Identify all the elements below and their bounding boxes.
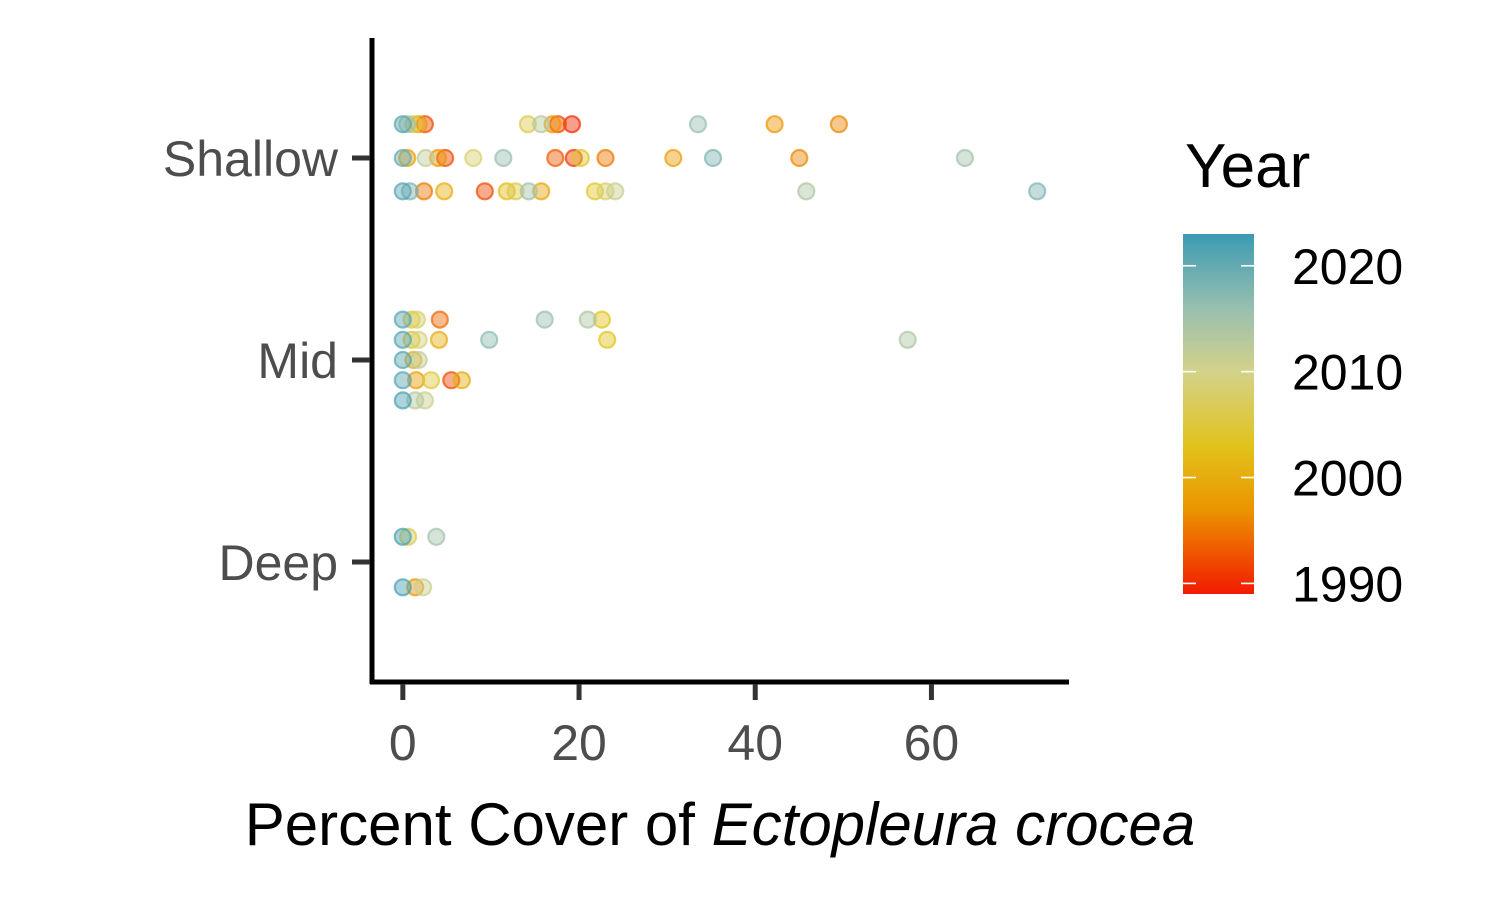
- legend-tick-label: 2000: [1292, 451, 1403, 507]
- data-point: [518, 115, 538, 134]
- legend-ticks: 2020 2010 2000 1990: [1183, 239, 1403, 612]
- legend: Year 2020 2010 2000 1990: [1183, 132, 1403, 612]
- x-tick-label: 20: [551, 715, 607, 771]
- data-point: [421, 371, 441, 390]
- axes-layer: [369, 38, 1069, 685]
- data-point: [519, 182, 538, 201]
- y-tick-label: Mid: [257, 333, 338, 389]
- data-point: [606, 182, 625, 201]
- data-point: [480, 330, 499, 349]
- x-tick-label: 60: [904, 715, 960, 771]
- legend-colorbar: [1183, 234, 1254, 594]
- data-point: [429, 148, 448, 168]
- data-point: [406, 391, 425, 410]
- legend-tick-label: 1990: [1292, 556, 1403, 612]
- x-axis-title-italic: Ectopleura crocea: [712, 791, 1196, 858]
- data-point: [464, 148, 483, 168]
- data-point: [506, 182, 525, 201]
- data-point: [532, 182, 551, 201]
- data-point: [393, 148, 412, 168]
- legend-tick-label: 2010: [1292, 345, 1403, 401]
- data-point: [898, 330, 917, 349]
- data-point: [598, 330, 617, 349]
- data-point: [393, 391, 412, 410]
- points-layer: [393, 115, 1047, 597]
- data-point: [703, 148, 723, 168]
- data-point: [399, 527, 418, 546]
- x-tick-label: 0: [389, 715, 417, 771]
- data-point: [532, 115, 551, 134]
- data-point: [430, 310, 449, 329]
- data-point: [409, 330, 428, 349]
- data-point: [416, 148, 435, 168]
- data-point: [1028, 182, 1047, 201]
- data-point: [664, 148, 683, 168]
- data-point: [414, 182, 434, 201]
- data-point: [571, 148, 590, 168]
- data-point: [797, 182, 816, 201]
- data-point: [765, 115, 784, 134]
- data-point: [393, 115, 412, 134]
- data-point: [393, 527, 412, 546]
- x-tick-label: 40: [727, 715, 783, 771]
- data-point: [790, 148, 809, 168]
- legend-title: Year: [1185, 132, 1310, 201]
- data-point: [435, 182, 454, 201]
- data-point: [592, 310, 612, 329]
- data-point: [427, 527, 446, 546]
- data-point: [393, 350, 412, 370]
- legend-tick-label: 2020: [1292, 239, 1403, 295]
- ticks-layer: 0 20 40 60 Shallow Mid Deep: [163, 131, 959, 771]
- x-axis-title-normal: Percent Cover of: [245, 791, 712, 858]
- data-point: [393, 578, 412, 597]
- data-point: [409, 350, 428, 370]
- data-point: [596, 148, 615, 168]
- data-point: [414, 578, 433, 597]
- data-point: [494, 148, 513, 168]
- data-point: [535, 310, 554, 329]
- data-point: [393, 371, 412, 390]
- data-point: [475, 182, 494, 201]
- data-point: [688, 115, 708, 134]
- y-tick-label: Shallow: [163, 131, 339, 187]
- data-point: [955, 148, 975, 168]
- data-point: [393, 182, 412, 201]
- data-point: [398, 115, 417, 134]
- data-point: [429, 330, 449, 349]
- data-point: [546, 148, 565, 168]
- data-point: [578, 310, 597, 329]
- x-axis-title: Percent Cover of Ectopleura crocea: [245, 791, 1195, 858]
- y-tick-label: Deep: [218, 535, 338, 591]
- data-point: [407, 310, 426, 329]
- data-point: [393, 330, 412, 349]
- data-point: [393, 310, 412, 329]
- data-point: [452, 371, 471, 390]
- data-point: [829, 115, 849, 134]
- data-point: [398, 148, 417, 168]
- data-point: [562, 115, 582, 134]
